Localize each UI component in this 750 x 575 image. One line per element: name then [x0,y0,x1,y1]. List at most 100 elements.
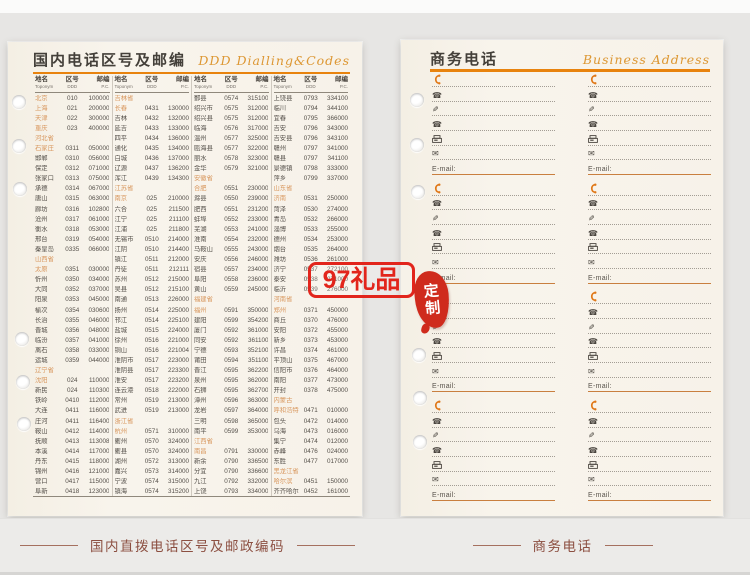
cell-code: 022 [66,114,78,122]
cell-name: 嘉兴 [114,468,128,476]
cell-name: 呼和浩特 [273,407,299,415]
cell-code: 0572 [144,457,159,465]
cell-code: 0550 [224,195,239,203]
cell-name: 赤峰 [273,447,287,455]
cell-zip: 211100 [168,215,189,223]
cell-name: 山东省 [273,185,293,193]
table-row: 辽源 0437 136200 [115,164,190,174]
telephone-icon: ☎ [432,119,442,129]
cell-zip: 071000 [88,165,110,173]
table-row: 东胜 0477 017000 [274,456,349,466]
cell-zip: 323000 [247,155,269,163]
cell-zip: 310000 [167,427,189,435]
table-row: 营口 0417 115000 [35,477,110,487]
cell-code: 0311 [65,145,80,153]
right-caption: 商务电话 [375,537,750,554]
cell-name: 河北省 [35,134,54,142]
fax-icon [432,243,442,252]
fax-icon [588,243,598,252]
table-row: 新乡 0373 453000 [274,335,349,345]
table-row: 宜春 0795 366000 [274,113,349,123]
cell-code: 0335 [65,245,80,253]
cell-code: 010 [66,94,78,102]
right-page-header: 商务电话 Business Address [430,48,710,70]
cell-name: 抚顺 [35,437,48,445]
watermark-badge: 97礼品 [308,262,415,298]
cell-zip: 212111 [168,266,189,274]
cell-zip: 266000 [326,215,348,223]
page-title-english: Business Address [582,52,710,67]
cell-name: 鄞县 [194,94,207,102]
cell-zip: 324000 [167,437,189,445]
contact-field-row: ✉ [432,256,555,269]
cell-zip: 137000 [167,155,189,163]
envelope-icon: ✉ [588,475,595,485]
cell-name: 石家庄 [35,145,54,153]
contact-field-row: ✎ [588,429,711,443]
cell-name: 新余 [194,457,207,465]
cell-zip: 014000 [326,417,348,425]
photo-bottom-edge [0,572,750,575]
cell-zip: 224000 [167,326,189,334]
cell-code: 0793 [224,488,239,496]
cell-code: 0377 [303,377,318,385]
cell-zip: 050000 [88,145,110,153]
binder-hole [17,417,31,431]
envelope-icon: ✉ [432,257,439,267]
cell-name: 石狮 [194,387,207,395]
envelope-icon: ✉ [432,366,439,376]
cell-name: 临川 [273,104,287,112]
cell-name: 景德镇 [273,165,293,173]
cell-zip: 213000 [167,397,189,405]
cell-code: 0533 [303,225,318,233]
cell-code: 0591 [224,306,239,314]
cell-name: 平顶山 [273,356,293,364]
cell-zip: 243000 [247,245,269,253]
left-caption: 国内直拨电话区号及邮政编码 [0,537,375,554]
table-row: 本溪 0414 117000 [35,446,110,456]
table-row: 衡水 0318 053000 [35,224,110,234]
cell-name: 北京 [35,94,48,102]
cell-code: 0354 [65,306,80,314]
cell-code: 0359 [65,356,80,364]
cell-name: 南阳 [273,377,287,385]
cell-code: 0793 [303,94,318,102]
cell-zip: 010000 [326,407,348,415]
table-row: 淮南 0554 232000 [194,234,269,244]
cell-zip: 250000 [326,195,348,203]
cell-zip: 030600 [88,306,110,314]
cell-zip: 315000 [167,478,189,486]
cell-name: 新民 [35,387,48,395]
table-row: 同安 0592 361100 [194,335,269,345]
table-header-row: 地名 Toponym 区号 DDD 邮编 P.C. [194,76,269,93]
cell-zip: 400000 [88,124,110,132]
table-row: 鞍山 0412 114000 [35,426,110,436]
cell-zip: 225000 [167,306,189,314]
cell-code: 0411 [65,407,80,415]
cell-code: 0573 [144,468,159,476]
cell-zip: 222000 [167,387,189,395]
cell-code: 0432 [144,114,159,122]
binder-hole [13,182,27,196]
table-row: 长治 0355 046000 [35,315,110,325]
cell-name: 临海 [194,124,207,132]
table-row: 唐山 0315 063000 [35,194,110,204]
contact-field-row: ☎ [432,227,555,240]
cell-name: 信阳市 [273,367,293,375]
table-row: 三明 0598 365000 [194,416,269,426]
table-header-cell: 地名 Toponym [35,76,54,89]
cell-name: 丹徒 [114,266,128,274]
cell-code: 0355 [65,316,80,324]
table-row: 吉林省 [115,93,190,103]
contact-field-row [588,74,711,87]
cell-name: 湖州 [114,457,128,465]
telephone-icon: ☎ [588,90,598,100]
table-row: 呼和浩特 0471 010000 [274,406,349,416]
cell-code: 0795 [303,114,318,122]
table-row: 新民 024 110300 [35,386,110,396]
cell-name: 镇江 [114,256,128,264]
contact-field-row: ✉ [432,473,555,487]
cell-name: 东胜 [273,457,287,465]
table-row: 菏泽 0530 274000 [274,204,349,214]
cell-code: 0511 [144,266,159,274]
